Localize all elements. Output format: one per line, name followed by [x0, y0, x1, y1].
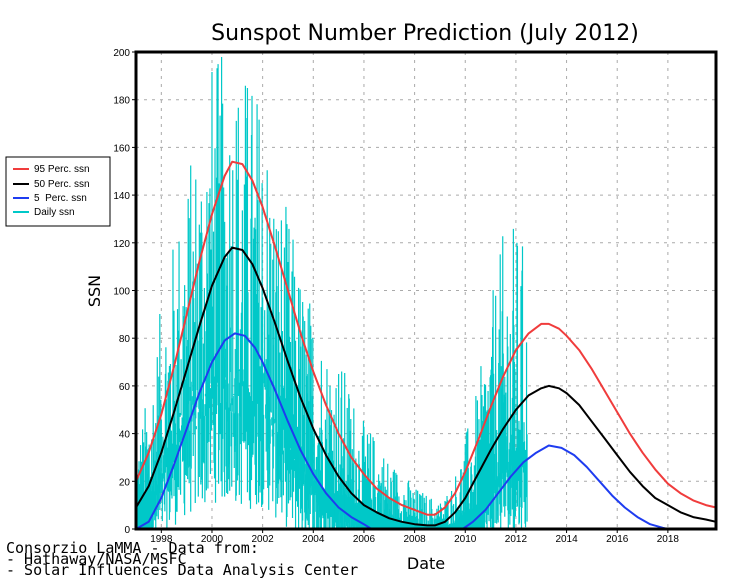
x-tick-label: 2010 — [454, 534, 477, 545]
y-tick-label: 20 — [119, 477, 131, 488]
y-tick-label: 200 — [113, 48, 130, 59]
legend-label: Daily ssn — [34, 207, 75, 218]
x-tick-label: 2016 — [606, 534, 629, 545]
x-axis-label: Date — [407, 554, 445, 573]
legend-label: 50 Perc. ssn — [34, 179, 90, 190]
line-50-perc — [135, 246, 717, 527]
legend-label: 95 Perc. ssn — [34, 164, 90, 175]
x-tick-label: 1998 — [150, 534, 173, 545]
y-tick-label: 0 — [124, 525, 130, 536]
x-tick-label: 2000 — [201, 534, 224, 545]
y-tick-label: 180 — [113, 96, 130, 107]
y-tick-label: 60 — [119, 382, 131, 393]
y-tick-label: 120 — [113, 239, 130, 250]
legend-label: 5 Perc. ssn — [34, 193, 87, 204]
x-tick-label: 2006 — [353, 534, 376, 545]
legend-item-50: 50 Perc. ssn — [13, 179, 90, 190]
x-tick-label: 2018 — [657, 534, 680, 545]
x-tick-label: 2002 — [252, 534, 275, 545]
y-tick-label: 160 — [113, 143, 130, 154]
y-tick-label: 140 — [113, 191, 130, 202]
y-axis-label: SSN — [85, 275, 104, 307]
credit-line-2: - Hathaway/NASA/MSFC — [6, 550, 187, 568]
x-tick-label: 2012 — [505, 534, 528, 545]
legend: 95 Perc. ssn 50 Perc. ssn 5 Perc. ssn Da… — [5, 156, 111, 227]
legend-item-5: 5 Perc. ssn — [13, 193, 87, 204]
line-95-perc — [135, 160, 717, 516]
legend-item-daily: Daily ssn — [13, 207, 75, 218]
y-tick-label: 40 — [119, 430, 131, 441]
y-axis-ticks: 0 20 40 60 80 100 120 140 160 180 200 — [113, 48, 136, 536]
y-tick-label: 80 — [119, 334, 131, 345]
daily-ssn-bars — [135, 57, 528, 529]
x-axis-ticks: 1998 2000 2002 2004 2006 2008 2010 2012 2014 2016… — [150, 529, 679, 545]
legend-item-95: 95 Perc. ssn — [13, 164, 90, 175]
prediction-lines — [135, 160, 717, 530]
credit-line-3: - Solar Influences Data Analysis Center — [6, 561, 358, 579]
credit-line-1: Consorzio LaMMA - Data from: — [6, 539, 259, 557]
y-tick-label: 100 — [113, 287, 130, 298]
x-tick-label: 2008 — [403, 534, 426, 545]
chart-title: Sunspot Number Prediction (July 2012) — [211, 21, 639, 46]
line-5-perc — [135, 332, 716, 530]
x-tick-label: 2014 — [555, 534, 578, 545]
x-tick-label: 2004 — [302, 534, 325, 545]
